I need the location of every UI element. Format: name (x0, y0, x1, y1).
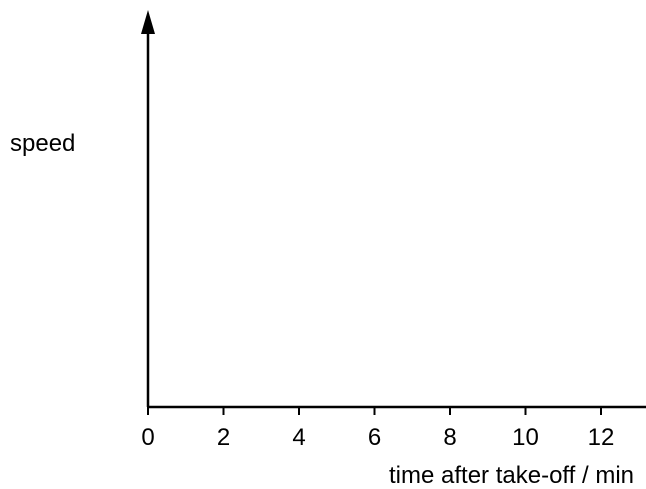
x-tick-label: 8 (443, 424, 456, 451)
y-axis-label: speed (10, 130, 75, 157)
x-tick-label: 6 (368, 424, 381, 451)
x-axis-label: time after take-off / min (389, 462, 634, 489)
x-tick-label: 4 (292, 424, 305, 451)
x-tick-label: 2 (217, 424, 230, 451)
y-axis-arrow-icon (141, 10, 155, 34)
x-tick-label: 10 (512, 424, 539, 451)
x-tick-label: 12 (588, 424, 615, 451)
x-ticks: 0 2 4 6 8 10 12 (141, 407, 614, 451)
x-tick-label: 0 (141, 424, 154, 451)
